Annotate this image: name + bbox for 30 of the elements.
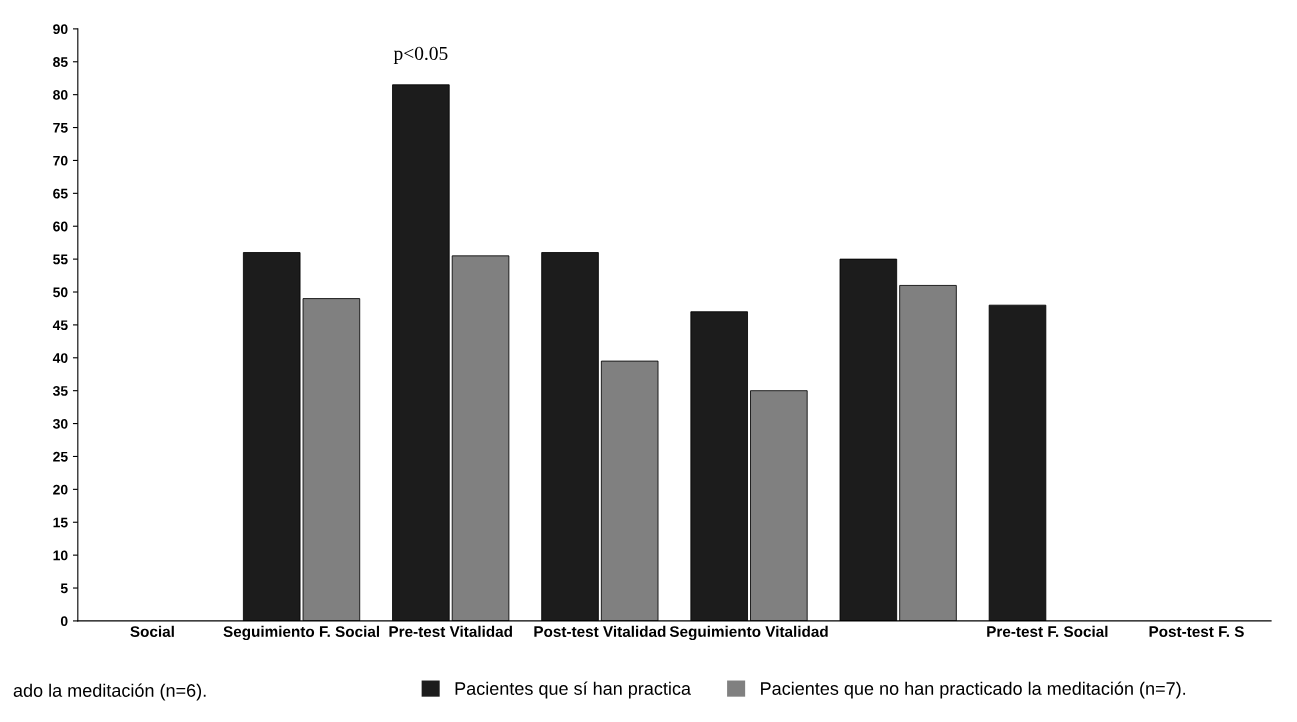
y-tick-label: 90 <box>53 24 68 35</box>
y-tick-label: 10 <box>53 550 68 561</box>
x-tick-label: Post-test F. S <box>1149 626 1244 637</box>
y-tick-label: 40 <box>52 353 68 363</box>
y-tick-label: 15 <box>53 517 68 528</box>
y-tick-label: 55 <box>53 254 68 265</box>
y-tick-label: 50 <box>53 287 68 298</box>
legend-label: Pacientes que sí han practica <box>455 681 691 699</box>
x-tick-label: Social <box>130 625 174 637</box>
y-tick-label: 45 <box>52 320 68 331</box>
y-tick-label: 85 <box>53 57 68 67</box>
legend-label: Pacientes que no han practicado la meditación (n=7). <box>761 681 1186 699</box>
annotation: p<0.05 <box>393 46 448 64</box>
y-tick-label: 80 <box>53 90 68 100</box>
y-tick-label: 35 <box>52 386 68 396</box>
y-tick-label: 60 <box>53 221 68 232</box>
y-tick-label: 65 <box>53 188 68 199</box>
y-tick-label: 75 <box>53 123 68 133</box>
y-tick-label: 0 <box>60 616 68 627</box>
x-tick-label: Post-test Vitalidad <box>534 625 666 637</box>
x-tick-label: Seguimiento Vitalidad <box>669 625 828 641</box>
x-tick-label: Pre-test Vitalidad <box>389 625 512 637</box>
y-tick-label: 30 <box>52 418 68 429</box>
text: ado la meditación (n=6). <box>13 683 206 701</box>
x-tick-label: Seguimiento F. Social <box>223 625 379 641</box>
y-tick-label: 20 <box>53 484 68 495</box>
y-tick-label: 5 <box>60 583 68 594</box>
x-tick-label: Pre-test F. Social <box>987 625 1108 637</box>
y-tick-label: 25 <box>53 451 68 462</box>
y-tick-label: 70 <box>53 155 68 166</box>
